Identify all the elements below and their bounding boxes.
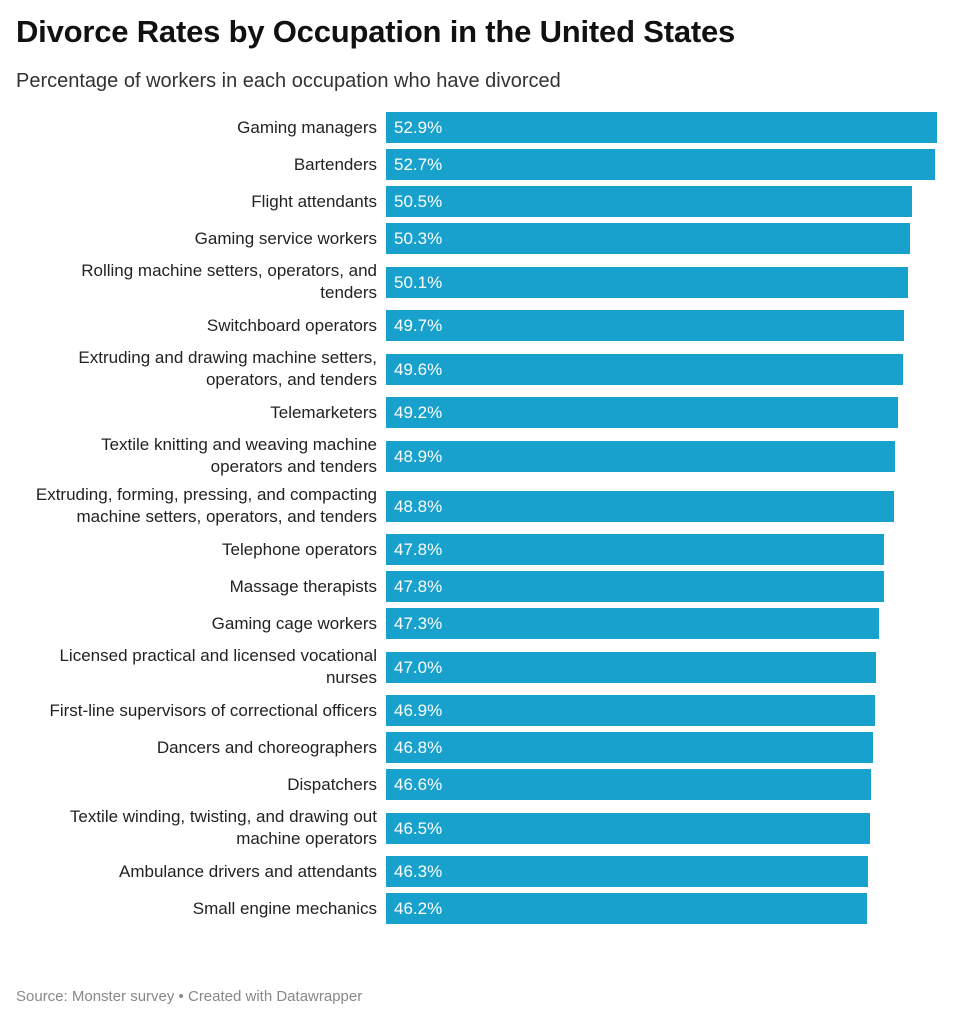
bar-row: Extruding and drawing machine setters, o… bbox=[0, 347, 963, 391]
category-label: Flight attendants bbox=[251, 191, 377, 211]
category-label: Licensed practical and licensed vocation… bbox=[59, 646, 377, 687]
bar-row: Flight attendants 50.5% bbox=[0, 186, 963, 217]
bar bbox=[386, 812, 871, 844]
bar bbox=[386, 223, 910, 254]
bar bbox=[386, 651, 876, 683]
category-label: Textile knitting and weaving machine ope… bbox=[101, 435, 377, 476]
bar-row: Textile winding, twisting, and drawing o… bbox=[0, 806, 963, 850]
category-label: Gaming managers bbox=[237, 117, 377, 137]
category-label: Textile winding, twisting, and drawing o… bbox=[69, 807, 377, 848]
category-label: Gaming cage workers bbox=[211, 613, 377, 633]
category-label: Small engine mechanics bbox=[192, 898, 377, 918]
value-label: 49.6% bbox=[394, 359, 443, 379]
bar-row: Textile knitting and weaving machine ope… bbox=[0, 434, 963, 478]
bar-chart: Gaming managers 52.9% Bartenders 52.7% Fligh… bbox=[0, 112, 963, 924]
value-label: 50.1% bbox=[394, 272, 443, 292]
bar bbox=[386, 732, 874, 763]
value-label: 46.3% bbox=[394, 862, 443, 881]
bar-row: Licensed practical and licensed vocation… bbox=[0, 645, 963, 689]
bar-row: Dancers and choreographers 46.8% bbox=[0, 732, 963, 763]
bar bbox=[386, 353, 903, 385]
bar bbox=[386, 571, 884, 602]
value-label: 46.8% bbox=[394, 738, 443, 757]
bar bbox=[386, 112, 937, 143]
bar-row: Ambulance drivers and attendants 46.3% bbox=[0, 856, 963, 887]
value-label: 49.2% bbox=[394, 403, 443, 422]
category-label: Telemarketers bbox=[270, 402, 377, 422]
bar bbox=[386, 310, 904, 341]
bar bbox=[386, 397, 899, 428]
bar-row: Rolling machine setters, operators, and … bbox=[0, 260, 963, 304]
bar bbox=[386, 769, 872, 800]
bar bbox=[386, 186, 912, 217]
bar-row: Dispatchers 46.6% bbox=[0, 769, 963, 800]
category-label: Dancers and choreographers bbox=[156, 737, 377, 757]
category-label: First-line supervisors of correctional o… bbox=[49, 700, 377, 720]
chart-title: Divorce Rates by Occupation in the Unite… bbox=[16, 14, 736, 49]
bar bbox=[386, 266, 908, 298]
bar-row: Gaming managers 52.9% bbox=[0, 112, 963, 143]
category-label: Dispatchers bbox=[287, 774, 377, 794]
bar-row: Massage therapists 47.8% bbox=[0, 571, 963, 602]
category-label: Telephone operators bbox=[221, 539, 377, 559]
bar bbox=[386, 440, 896, 472]
bar-row: Gaming service workers 50.3% bbox=[0, 223, 963, 254]
bar-row: Gaming cage workers 47.3% bbox=[0, 608, 963, 639]
bar-row: Small engine mechanics 46.2% bbox=[0, 893, 963, 924]
value-label: 47.8% bbox=[394, 540, 443, 559]
category-label: Rolling machine setters, operators, and … bbox=[81, 261, 377, 302]
value-label: 46.9% bbox=[394, 701, 443, 720]
value-label: 46.2% bbox=[394, 899, 443, 918]
value-label: 52.9% bbox=[394, 118, 443, 137]
bar-row: Telephone operators 47.8% bbox=[0, 534, 963, 565]
bar bbox=[386, 856, 869, 887]
bar bbox=[386, 149, 935, 180]
bar-row: Telemarketers 49.2% bbox=[0, 397, 963, 428]
value-label: 50.3% bbox=[394, 229, 443, 248]
value-label: 49.7% bbox=[394, 316, 443, 335]
bar bbox=[386, 490, 895, 522]
value-label: 46.5% bbox=[394, 818, 443, 838]
category-label: Ambulance drivers and attendants bbox=[119, 861, 377, 881]
bar-row: Bartenders 52.7% bbox=[0, 149, 963, 180]
category-label: Extruding and drawing machine setters, o… bbox=[78, 348, 377, 389]
category-label: Extruding, forming, pressing, and compac… bbox=[35, 485, 377, 526]
chart-subtitle: Percentage of workers in each occupation… bbox=[16, 70, 561, 92]
value-label: 50.5% bbox=[394, 192, 443, 211]
category-label: Switchboard operators bbox=[206, 315, 377, 335]
value-label: 47.0% bbox=[394, 657, 443, 677]
value-label: 48.8% bbox=[394, 496, 443, 516]
bar bbox=[386, 534, 884, 565]
value-label: 48.9% bbox=[394, 446, 443, 466]
category-label: Massage therapists bbox=[229, 576, 377, 596]
value-label: 47.8% bbox=[394, 577, 443, 596]
value-label: 46.6% bbox=[394, 775, 443, 794]
value-label: 47.3% bbox=[394, 614, 443, 633]
bar-row: Extruding, forming, pressing, and compac… bbox=[0, 484, 963, 528]
bar-row: Switchboard operators 49.7% bbox=[0, 310, 963, 341]
source-note: Source: Monster survey • Created with Da… bbox=[16, 988, 363, 1005]
category-label: Gaming service workers bbox=[194, 228, 377, 248]
bar bbox=[386, 608, 879, 639]
bar bbox=[386, 695, 875, 726]
bar bbox=[386, 893, 868, 924]
value-label: 52.7% bbox=[394, 155, 443, 174]
bar-row: First-line supervisors of correctional o… bbox=[0, 695, 963, 726]
category-label: Bartenders bbox=[293, 154, 377, 174]
